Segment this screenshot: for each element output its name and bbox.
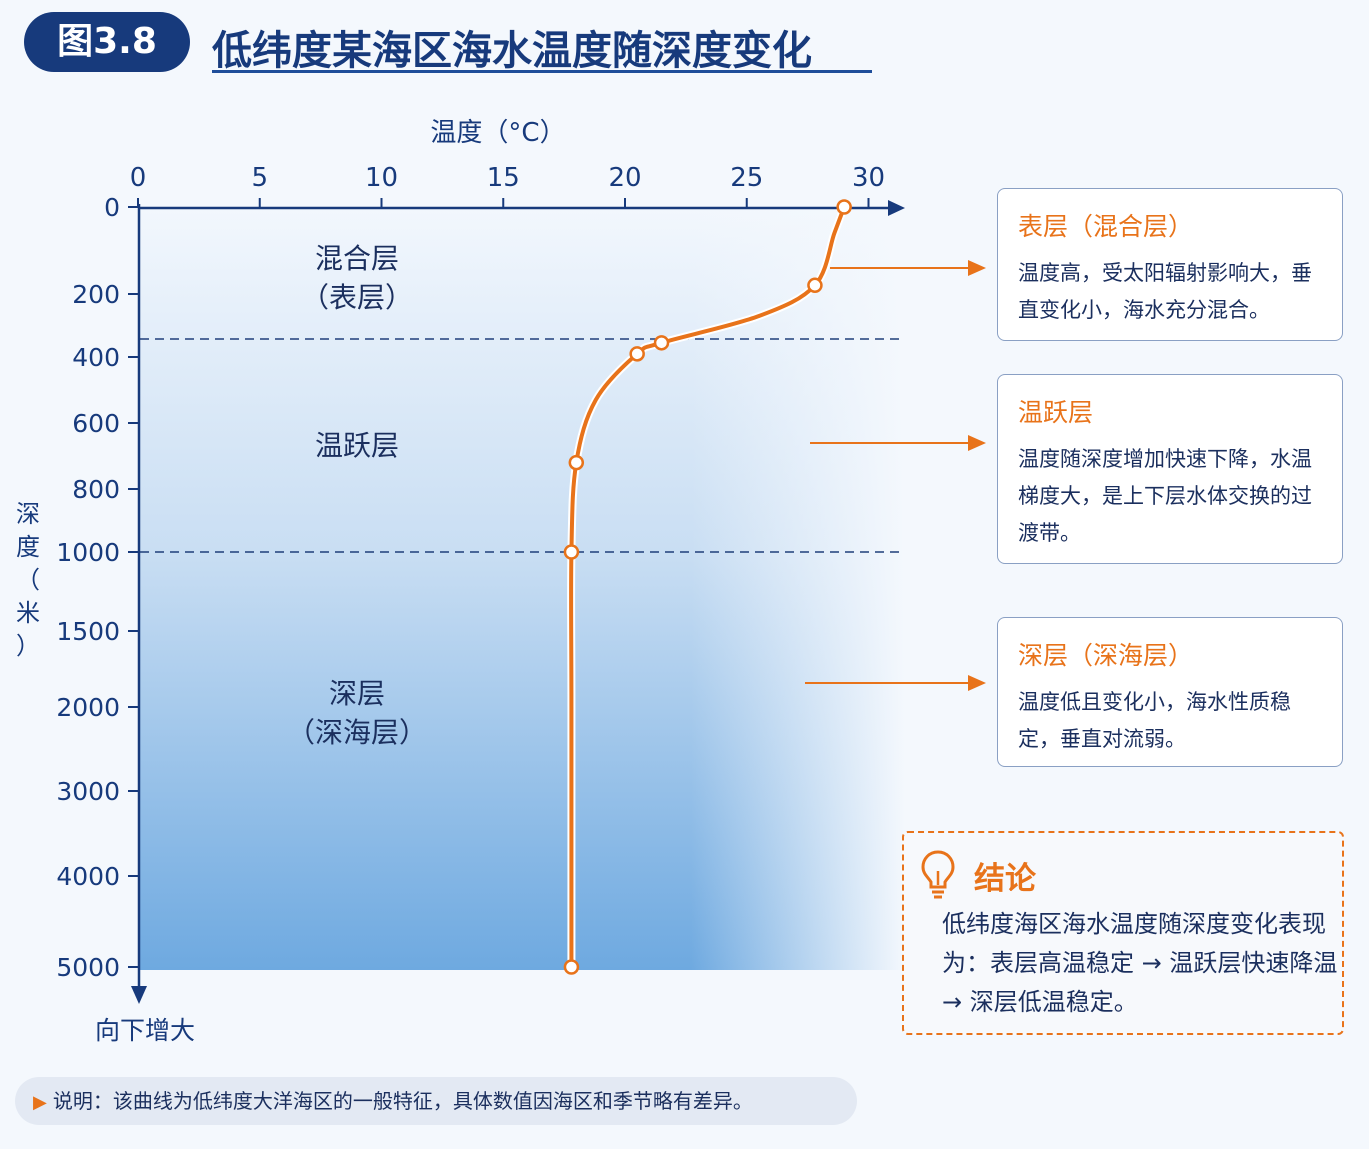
data-point: [563, 544, 580, 560]
y-tick-label: 1000: [56, 538, 120, 567]
annotation-surface-layer: 表层（混合层） 温度高，受太阳辐射影响大，垂直变化小，海水充分混合。: [997, 188, 1343, 341]
y-tick-label: 2000: [56, 693, 120, 722]
figure-title: 低纬度某海区海水温度随深度变化: [212, 28, 812, 74]
pointer-arrowhead: [968, 435, 986, 451]
annotation-title: 表层（混合层）: [1018, 212, 1194, 241]
x-tick-label: 15: [487, 163, 520, 193]
layer-label: （表层）: [301, 281, 413, 314]
footnote-text: 说明：该曲线为低纬度大洋海区的一般特征，具体数值因海区和季节略有差异。: [52, 1089, 753, 1113]
y-axis-arrowhead: [131, 986, 147, 1004]
data-point: [568, 454, 585, 471]
data-point: [836, 199, 852, 215]
x-axis-arrowhead: [888, 200, 905, 216]
figure-label: 图3.8: [24, 12, 190, 72]
figure-header: 图3.8 低纬度某海区海水温度随深度变化: [24, 12, 884, 74]
layer-label: 深层: [329, 677, 385, 710]
annotation-title: 温跃层: [1018, 398, 1094, 427]
triangle-right-icon: ▶: [33, 1092, 47, 1113]
pointer-arrowhead: [968, 675, 986, 691]
y-tick-label: 400: [72, 343, 120, 372]
data-point: [653, 335, 670, 351]
conclusion-text: 低纬度海区海水温度随深度变化表现为：表层高温稳定 → 温跃层快速降温 → 深层低…: [942, 910, 1338, 1016]
annotation-title: 深层（深海层）: [1018, 641, 1194, 670]
y-tick-label: 600: [72, 409, 120, 438]
x-tick-label: 20: [608, 163, 641, 193]
data-point: [629, 346, 645, 362]
water-fade: [140, 208, 905, 970]
annotation-deep-layer: 深层（深海层） 温度低且变化小，海水性质稳定，垂直对流弱。: [997, 617, 1343, 767]
y-tick-label: 0: [104, 193, 120, 222]
y-tick-label: 5000: [56, 953, 120, 982]
x-tick-label: 10: [365, 163, 398, 193]
y-tick-label: 1500: [56, 617, 120, 646]
layer-label: （深海层）: [287, 716, 427, 749]
annotation-thermocline: 温跃层 温度随深度增加快速下降，水温梯度大，是上下层水体交换的过渡带。: [997, 374, 1343, 564]
y-tick-label: 4000: [56, 862, 120, 891]
x-tick-label: 5: [251, 163, 268, 193]
layer-label: 温跃层: [315, 429, 399, 462]
annotation-text: 温度随深度增加快速下降，水温梯度大，是上下层水体交换的过渡带。: [1018, 447, 1312, 545]
lightbulb-icon: [921, 850, 955, 899]
annotation-text: 温度低且变化小，海水性质稳定，垂直对流弱。: [1018, 690, 1291, 751]
x-tick-label: 0: [130, 163, 147, 193]
x-tick-label: 25: [730, 163, 763, 193]
y-tick-label: 800: [72, 475, 120, 504]
y-axis-title: 深度（米）: [16, 500, 40, 660]
footnote: ▶ 说明：该曲线为低纬度大洋海区的一般特征，具体数值因海区和季节略有差异。: [15, 1077, 857, 1125]
y-tick-label: 200: [72, 280, 120, 309]
x-axis-title: 温度（°C）: [430, 118, 565, 148]
pointer-arrowhead: [968, 260, 986, 276]
data-point: [563, 959, 580, 975]
data-point: [807, 277, 823, 294]
annotation-text: 温度高，受太阳辐射影响大，垂直变化小，海水充分混合。: [1018, 261, 1312, 322]
title-underline: [212, 70, 872, 73]
y-tick-label: 3000: [56, 777, 120, 806]
x-tick-label: 30: [852, 163, 885, 193]
conclusion-title: 结论: [974, 861, 1036, 897]
layer-label: 混合层: [315, 242, 399, 275]
conclusion-box: 结论 低纬度海区海水温度随深度变化表现为：表层高温稳定 → 温跃层快速降温 → …: [902, 831, 1344, 1035]
y-axis-direction-label: 向下增大: [95, 1016, 195, 1045]
